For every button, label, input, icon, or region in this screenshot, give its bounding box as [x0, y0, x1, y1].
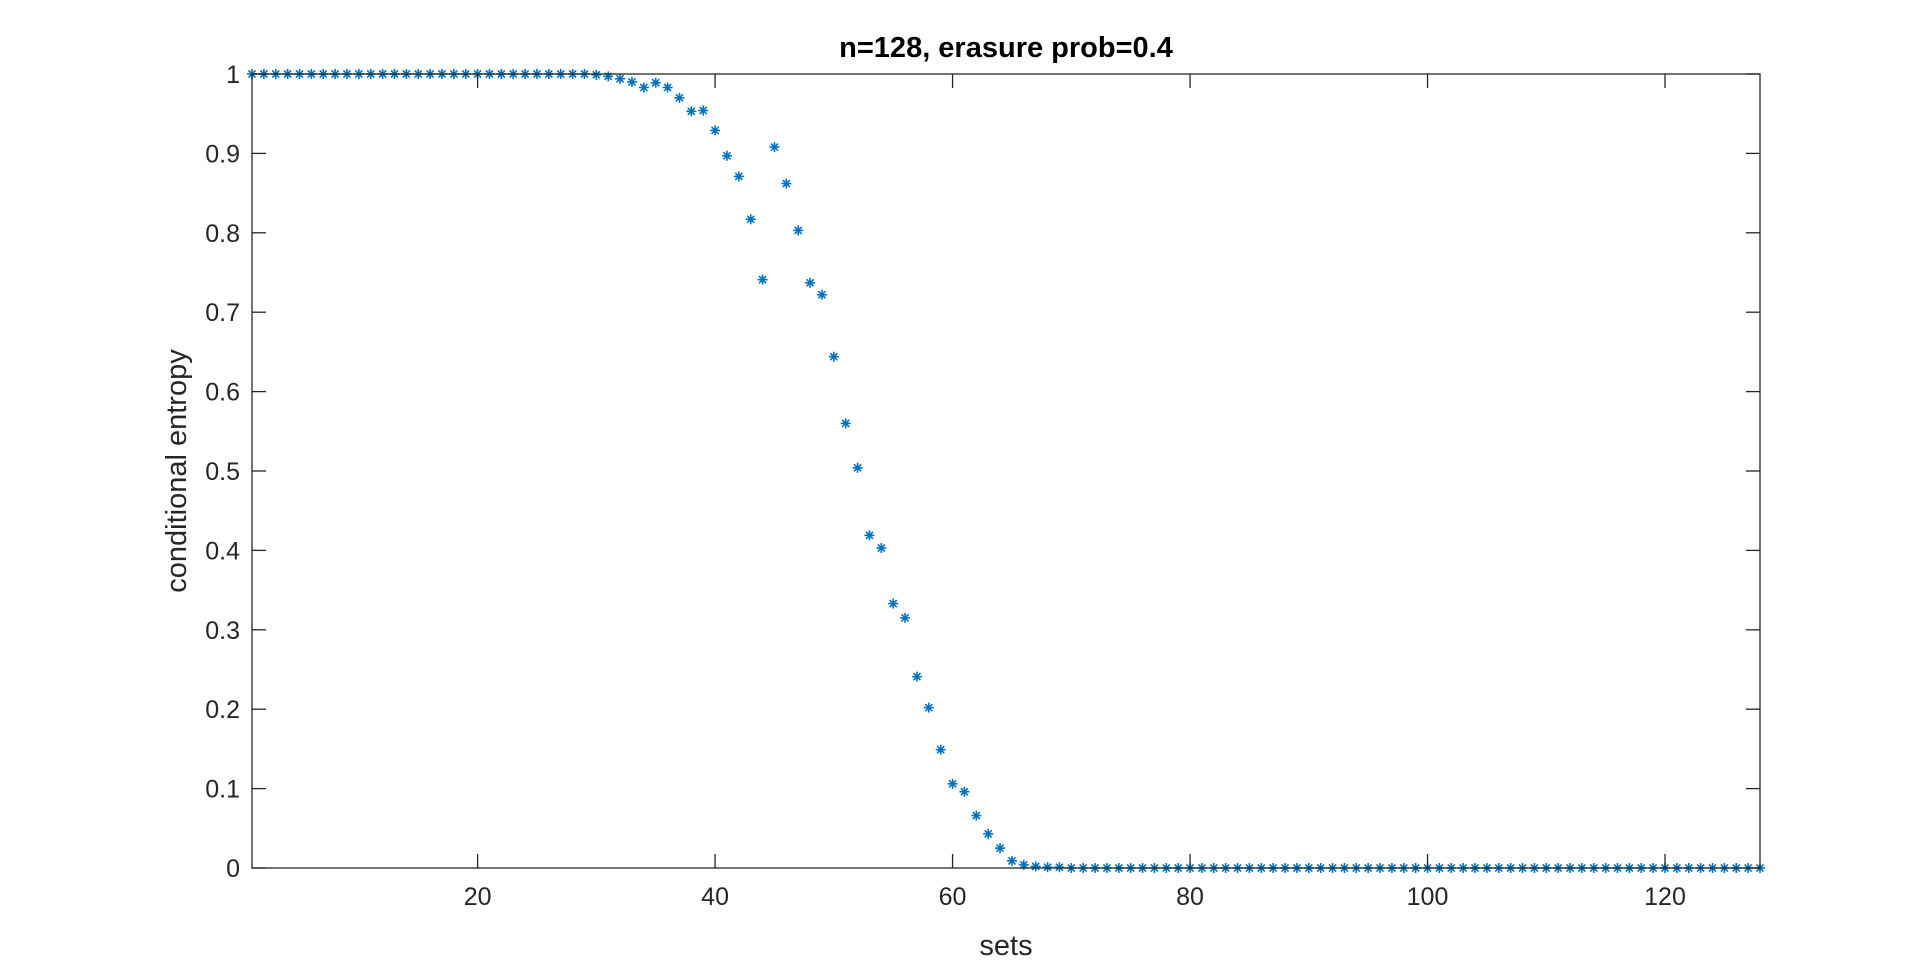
y-axis-ticks: 0 0.1 0.2 0.3 0.4 0.5 0.6 0.7 0.8 0.9 1 [205, 61, 1760, 883]
data-point [947, 778, 958, 789]
data-point [971, 810, 982, 821]
data-point [686, 106, 697, 117]
x-axis-label: sets [979, 930, 1032, 962]
x-tick-label: 120 [1644, 883, 1686, 911]
data-point [591, 69, 602, 80]
data-point [852, 462, 863, 473]
data-point [650, 77, 661, 88]
data-point [1030, 861, 1041, 872]
data-point [674, 92, 685, 103]
data-point [615, 73, 626, 84]
x-tick-label: 20 [464, 883, 492, 911]
data-point [781, 178, 792, 189]
x-tick-label: 60 [939, 883, 967, 911]
data-point [710, 125, 721, 136]
y-tick-label: 0.6 [205, 379, 240, 407]
data-point [793, 225, 804, 236]
y-tick-label: 0.9 [205, 140, 240, 168]
y-tick-label: 1 [226, 61, 240, 89]
y-tick-label: 0.1 [205, 776, 240, 804]
data-point [876, 543, 887, 554]
data-point [911, 671, 922, 682]
data-point [959, 786, 970, 797]
data-point [805, 277, 816, 288]
y-tick-label: 0.8 [205, 220, 240, 248]
data-point [698, 105, 709, 116]
data-point [721, 150, 732, 161]
data-point [745, 214, 756, 225]
data-point [638, 82, 649, 93]
y-tick-label: 0.5 [205, 458, 240, 486]
data-point [1006, 855, 1017, 866]
y-tick-label: 0.4 [205, 537, 240, 565]
x-tick-label: 40 [701, 883, 729, 911]
data-point [733, 171, 744, 182]
x-tick-label: 100 [1407, 883, 1449, 911]
data-point [828, 351, 839, 362]
x-tick-label: 80 [1176, 883, 1204, 911]
data-point [769, 142, 780, 153]
data-point [626, 76, 637, 87]
y-tick-label: 0.3 [205, 617, 240, 645]
y-axis-label: conditional entropy [161, 349, 193, 593]
y-tick-label: 0.7 [205, 299, 240, 327]
data-point [900, 612, 911, 623]
data-point [816, 289, 827, 300]
data-point [995, 843, 1006, 854]
y-tick-label: 0.2 [205, 696, 240, 724]
data-point [935, 744, 946, 755]
chart-title: n=128, erasure prob=0.4 [839, 32, 1173, 64]
y-tick-label: 0 [226, 855, 240, 883]
data-point [603, 71, 614, 82]
data-point [1054, 862, 1065, 873]
data-point [923, 702, 934, 713]
data-point [1042, 862, 1053, 873]
data-point [983, 828, 994, 839]
data-point [662, 82, 673, 93]
data-point [757, 274, 768, 285]
x-axis-ticks: 20 40 60 80 100 120 [464, 74, 1686, 911]
data-point [864, 530, 875, 541]
data-point [840, 418, 851, 429]
data-point [888, 598, 899, 609]
